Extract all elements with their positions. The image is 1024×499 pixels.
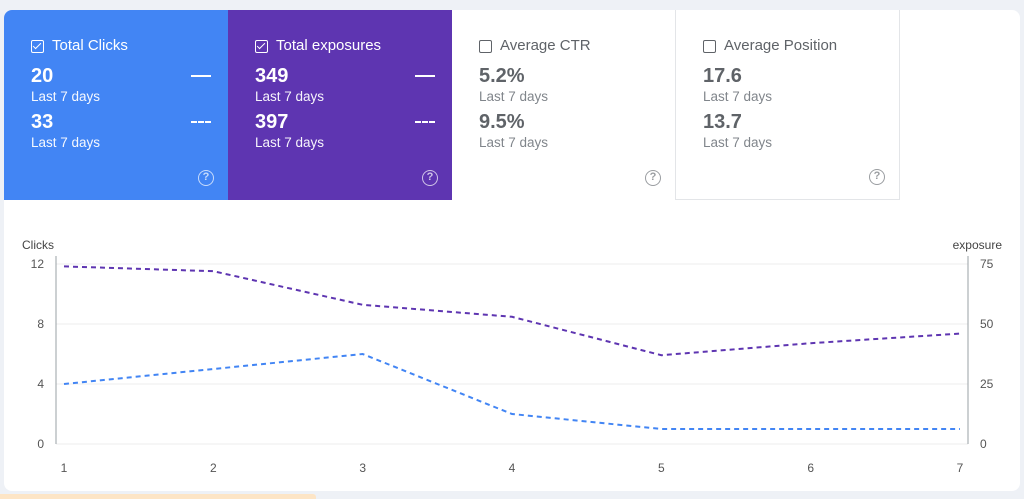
metric-period: Last 7 days: [703, 135, 773, 150]
card-total-clicks[interactable]: Total Clicks 20 Last 7 days 33 Last 7 da…: [4, 10, 228, 200]
bottom-progress-bar: [0, 494, 316, 499]
metric-period: Last 7 days: [255, 135, 325, 150]
metric-current: 5.2% Last 7 days: [479, 64, 659, 106]
y-axis-right-title: exposure: [953, 238, 1003, 252]
metric-period: Last 7 days: [31, 89, 101, 104]
card-title: Total exposures: [276, 37, 382, 54]
help-icon[interactable]: ?: [422, 170, 438, 186]
metric-previous: 13.7 Last 7 days: [703, 110, 883, 152]
metric-period: Last 7 days: [31, 135, 101, 150]
y-tick-left: 8: [37, 317, 44, 331]
x-tick: 7: [957, 461, 964, 472]
y-tick-right: 0: [980, 437, 987, 451]
x-tick: 3: [359, 461, 366, 472]
performance-panel: Total Clicks 20 Last 7 days 33 Last 7 da…: [4, 10, 1020, 491]
card-header: Average Position: [703, 36, 899, 56]
solid-line-legend-icon: [415, 75, 435, 77]
metric-cards: Total Clicks 20 Last 7 days 33 Last 7 da…: [4, 10, 900, 200]
metric-previous: 397 Last 7 days: [255, 110, 435, 152]
metric-value: 33: [31, 111, 54, 133]
metric-value: 17.6: [703, 65, 742, 87]
card-title: Total Clicks: [52, 37, 128, 54]
card-average-ctr[interactable]: Average CTR 5.2% Last 7 days 9.5% Last 7…: [452, 10, 676, 200]
metric-period: Last 7 days: [479, 89, 549, 104]
metric-previous: 9.5% Last 7 days: [479, 110, 659, 152]
metric-value: 397: [255, 111, 289, 133]
metric-value: 5.2%: [479, 65, 525, 87]
card-total-exposures[interactable]: Total exposures 349 Last 7 days 397 Last…: [228, 10, 452, 200]
metric-current: 349 Last 7 days: [255, 64, 435, 106]
metric-period: Last 7 days: [703, 89, 773, 104]
card-title: Average CTR: [500, 37, 591, 54]
series-line-exposures: [63, 265, 961, 357]
dashed-line-legend-icon: [415, 121, 435, 123]
y-tick-right: 50: [980, 317, 994, 331]
y-tick-right: 25: [980, 377, 994, 391]
x-tick: 5: [658, 461, 665, 472]
metric-current: 17.6 Last 7 days: [703, 64, 883, 106]
solid-line-legend-icon: [191, 75, 211, 77]
help-icon[interactable]: ?: [198, 170, 214, 186]
card-header: Total exposures: [255, 36, 452, 56]
metric-previous: 33 Last 7 days: [31, 110, 211, 152]
x-tick: 4: [509, 461, 516, 472]
help-icon[interactable]: ?: [869, 169, 885, 185]
card-title: Average Position: [724, 37, 838, 54]
y-axis-left-title: Clicks: [22, 238, 54, 252]
metric-period: Last 7 days: [479, 135, 549, 150]
checkbox-unchecked-icon[interactable]: [479, 39, 492, 53]
metric-value: 349: [255, 65, 289, 87]
y-tick-right: 75: [980, 257, 994, 271]
metric-value: 20: [31, 65, 54, 87]
x-tick: 6: [807, 461, 814, 472]
metric-value: 13.7: [703, 111, 742, 133]
metric-value: 9.5%: [479, 111, 525, 133]
checkbox-checked-icon[interactable]: [255, 39, 268, 53]
y-tick-left: 4: [37, 377, 44, 391]
metric-period: Last 7 days: [255, 89, 325, 104]
dashed-line-legend-icon: [191, 121, 211, 123]
series-line-clicks: [63, 352, 960, 430]
y-tick-left: 0: [37, 437, 44, 451]
x-tick: 1: [61, 461, 68, 472]
x-tick: 2: [210, 461, 217, 472]
card-header: Total Clicks: [31, 36, 228, 56]
y-tick-left: 12: [31, 257, 45, 271]
card-average-position[interactable]: Average Position 17.6 Last 7 days 13.7 L…: [676, 10, 900, 200]
checkbox-checked-icon[interactable]: [31, 39, 44, 53]
help-icon[interactable]: ?: [645, 170, 661, 186]
metric-current: 20 Last 7 days: [31, 64, 211, 106]
card-header: Average CTR: [479, 36, 675, 56]
checkbox-unchecked-icon[interactable]: [703, 39, 716, 53]
